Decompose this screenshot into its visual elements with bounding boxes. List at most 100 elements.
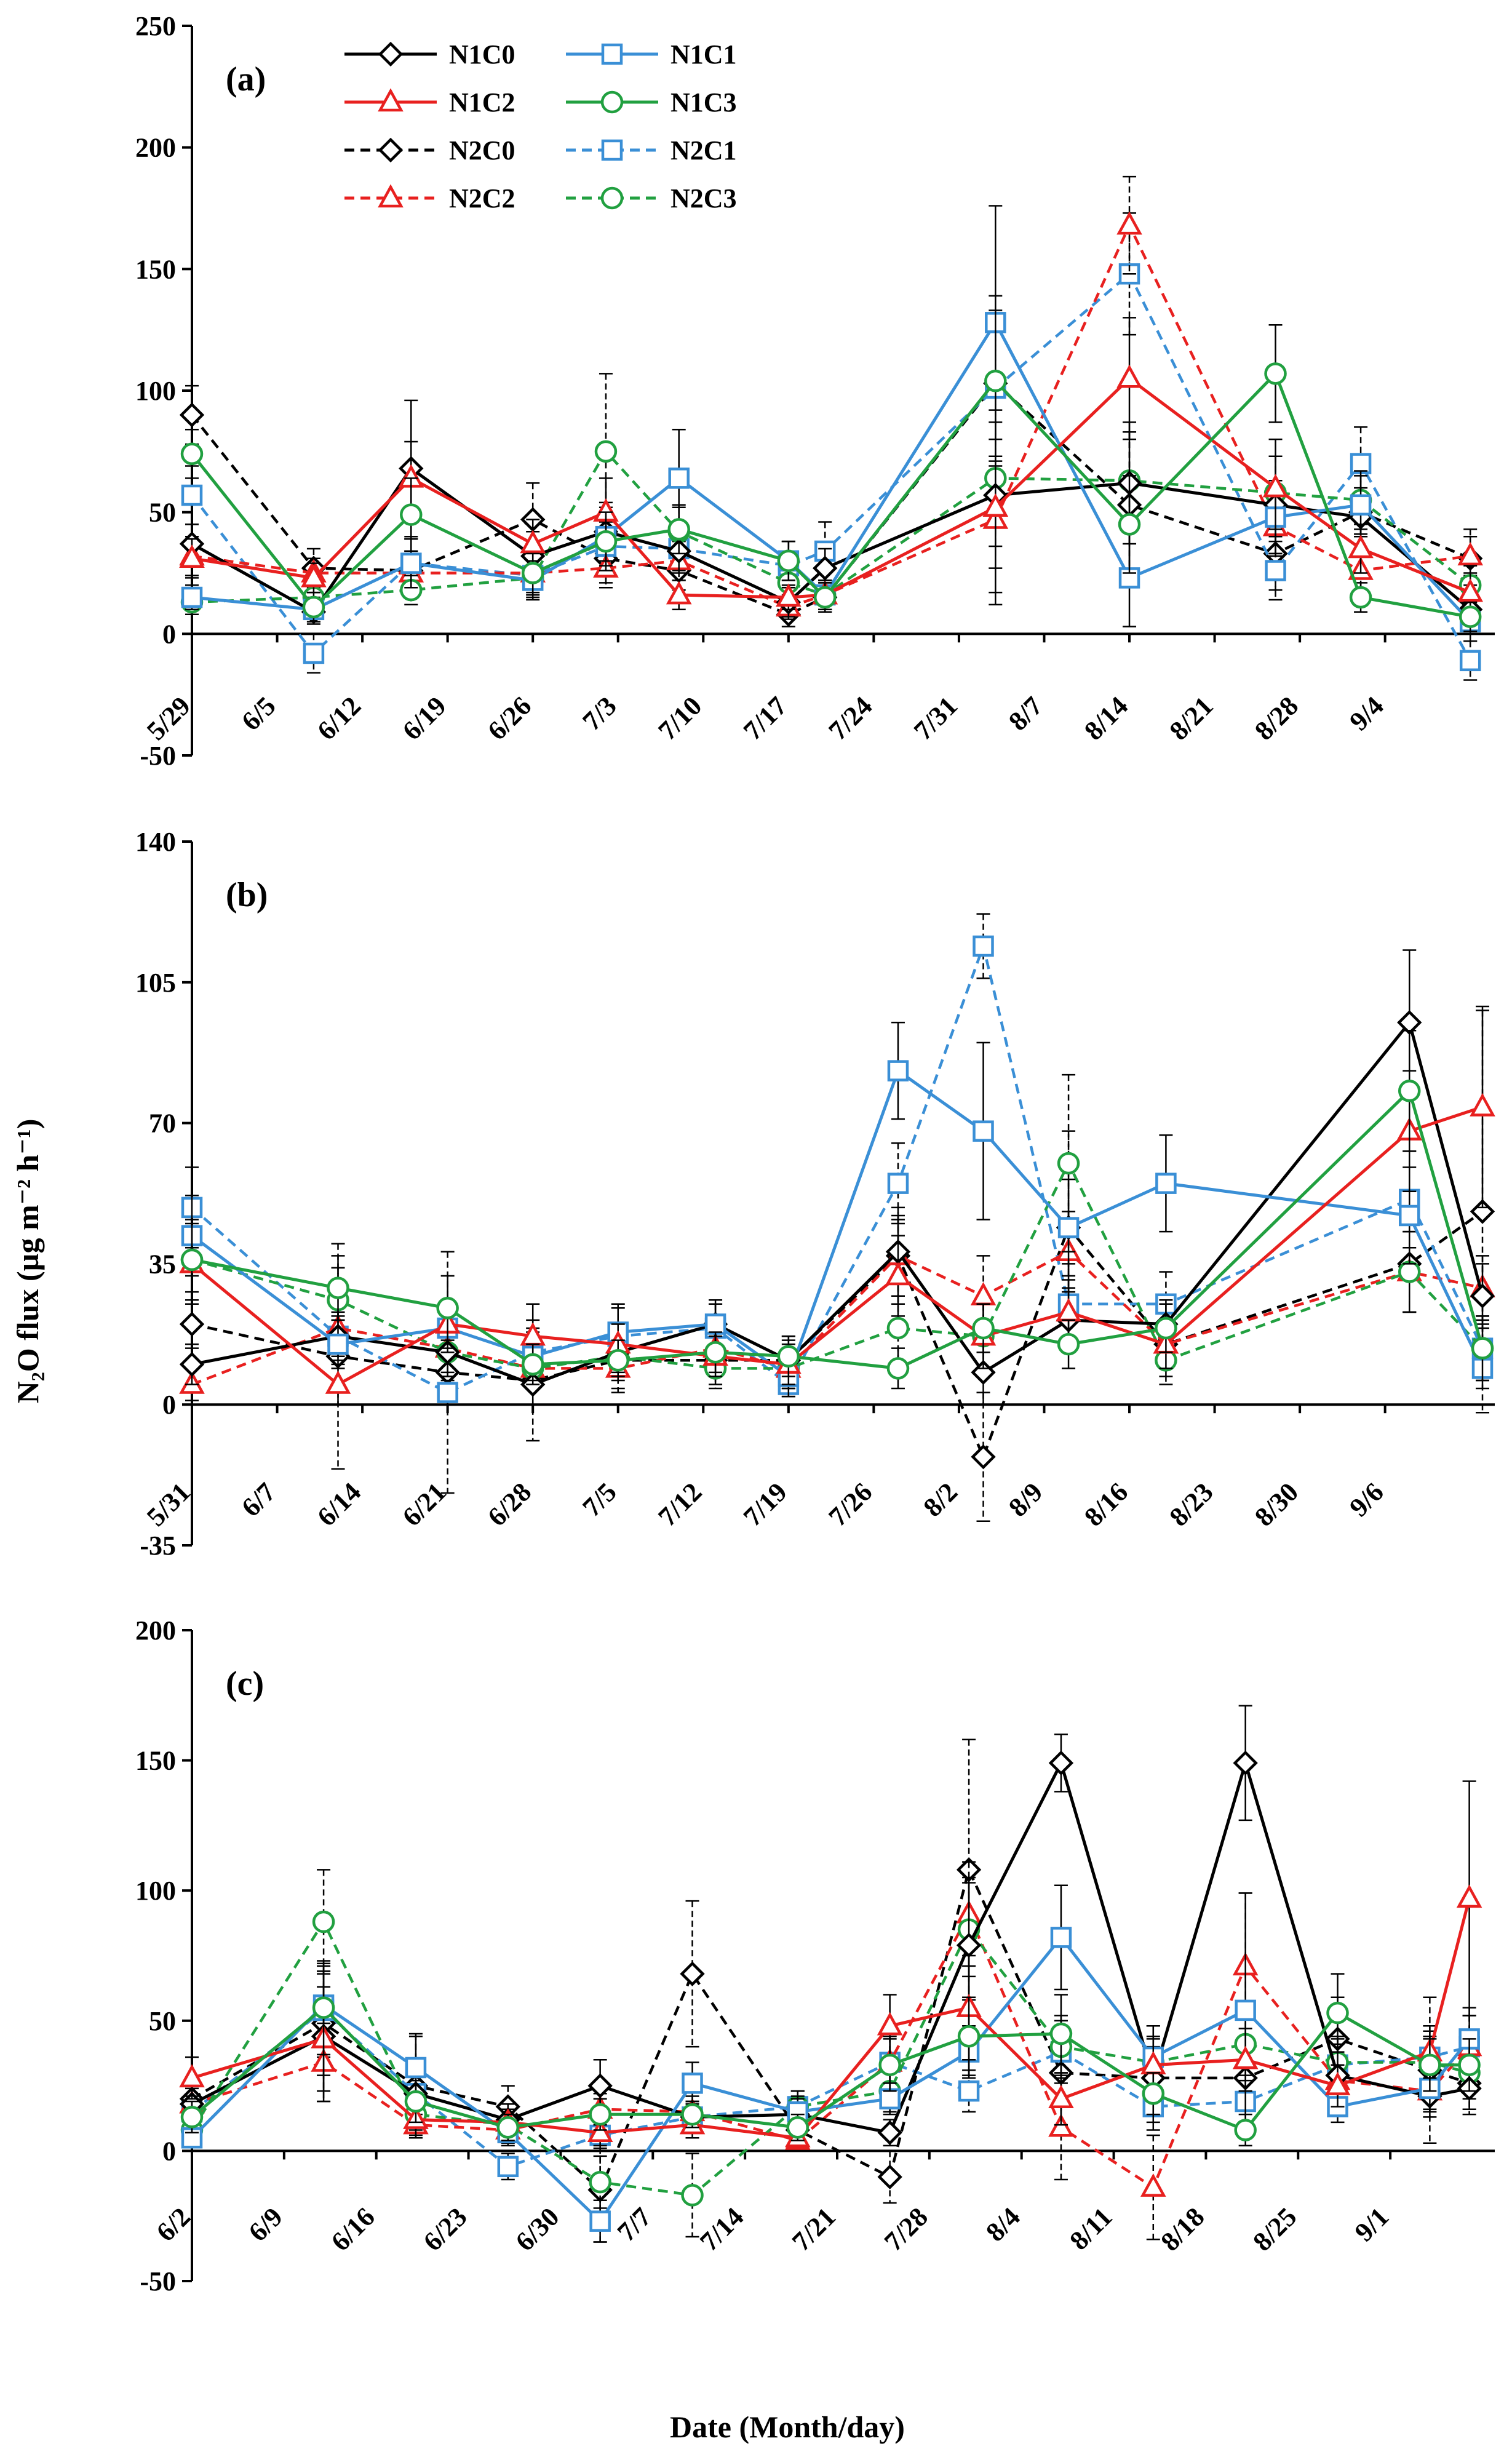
y-tick-label: 200	[135, 133, 176, 163]
legend-label: N1C3	[670, 87, 737, 117]
data-point-marker	[1348, 535, 1374, 559]
data-point-marker	[887, 1060, 909, 1081]
data-point-marker	[1155, 1173, 1177, 1194]
x-tick-label: 8/4	[980, 2202, 1025, 2247]
data-point-marker	[1398, 1080, 1421, 1102]
data-point-marker	[786, 2116, 810, 2139]
data-point-marker	[180, 442, 204, 466]
legend-item-n1c3: N1C3	[566, 87, 737, 117]
legend-marker	[600, 186, 624, 210]
series-line	[191, 1019, 1484, 1387]
data-point-marker	[681, 2103, 704, 2126]
data-point-marker	[1118, 513, 1141, 536]
x-tick-label: 7/28	[878, 2202, 934, 2257]
legend-marker	[601, 43, 623, 65]
data-point-marker	[497, 2156, 519, 2178]
data-point-marker	[777, 1345, 800, 1368]
data-point-marker	[180, 1248, 204, 1272]
data-point-marker	[1456, 1884, 1482, 1908]
data-point-marker	[1116, 211, 1142, 235]
data-point-marker	[681, 2184, 704, 2207]
data-point-marker	[971, 1444, 996, 1470]
y-tick-label: 100	[135, 376, 176, 406]
x-tick-label: 7/3	[576, 691, 622, 736]
data-point-marker	[312, 1910, 335, 1933]
data-point-marker	[327, 1276, 349, 1299]
data-point-marker	[1048, 1750, 1074, 1776]
data-point-marker	[984, 369, 1007, 392]
legend-item-n2c1: N2C1	[566, 135, 737, 165]
data-point-marker	[680, 1961, 705, 1986]
y-tick-label: 150	[135, 254, 176, 284]
data-point-marker	[777, 549, 800, 572]
data-point-marker	[982, 493, 1009, 517]
data-point-marker	[1262, 474, 1289, 498]
data-point-marker	[1232, 2045, 1259, 2069]
data-point-marker	[1470, 1199, 1495, 1224]
x-tick-label: 7/26	[822, 1477, 878, 1532]
legend-marker	[378, 184, 404, 208]
y-tick-label: 100	[135, 1876, 176, 1906]
legend-marker	[600, 90, 624, 114]
data-point-marker	[973, 935, 994, 957]
data-point-marker	[180, 2106, 204, 2128]
legend-item-n1c0: N1C0	[344, 39, 515, 70]
y-tick-label: 140	[135, 827, 176, 857]
data-point-marker	[1057, 1152, 1080, 1175]
x-tick-label: 6/7	[236, 1477, 281, 1523]
x-tick-label: 6/21	[397, 1477, 452, 1532]
legend-item-n2c2: N2C2	[344, 183, 515, 213]
series-line	[191, 1911, 1471, 2190]
data-point-marker	[325, 1370, 351, 1394]
x-tick-label: 8/25	[1247, 2202, 1302, 2257]
data-point-marker	[327, 1333, 349, 1355]
y-tick-label: 0	[162, 1390, 176, 1420]
data-point-marker	[1233, 1750, 1258, 1776]
data-point-marker	[302, 595, 325, 619]
y-axis-title: N₂O flux (µg m⁻² h⁻¹)	[10, 1119, 45, 1404]
data-point-marker	[301, 563, 327, 587]
data-point-marker	[589, 2210, 611, 2232]
data-point-marker	[594, 440, 618, 463]
x-tick-label: 8/9	[1003, 1477, 1048, 1523]
y-tick-label: 250	[135, 11, 176, 41]
x-tick-label: 8/21	[1164, 691, 1219, 746]
x-tick-label: 6/28	[482, 1477, 537, 1532]
data-point-marker	[1470, 1093, 1495, 1117]
y-tick-label: 200	[135, 1615, 176, 1646]
data-point-marker	[405, 2057, 427, 2079]
legend-label: N1C0	[449, 39, 515, 70]
data-point-marker	[972, 1316, 995, 1340]
data-point-marker	[1235, 1999, 1256, 2021]
panel-letter: (b)	[226, 876, 268, 914]
data-point-marker	[887, 1173, 909, 1194]
data-point-marker	[1457, 578, 1484, 602]
data-point-marker	[1057, 1217, 1080, 1238]
data-point-marker	[181, 586, 203, 608]
data-point-marker	[437, 1382, 458, 1403]
data-point-marker	[607, 1349, 629, 1372]
panel-a: -50 0 50 100 150 200 250 5/29 6/5 6/12 6/19 6/26 7/3…	[135, 11, 1495, 771]
series-n2c0	[179, 1009, 1495, 1523]
x-tick-label: 6/19	[397, 691, 452, 746]
data-point-marker	[1265, 560, 1286, 581]
data-point-marker	[1459, 650, 1481, 672]
chart-panels: -50 0 50 100 150 200 250 5/29 6/5 6/12 6/19 6/26 7/3…	[135, 11, 1495, 2296]
legend-item-n1c2: N1C2	[344, 87, 515, 117]
data-point-marker	[1142, 2082, 1165, 2105]
data-point-marker	[885, 1262, 911, 1286]
legend-label: N1C2	[449, 87, 515, 117]
data-point-marker	[1349, 586, 1372, 609]
data-point-marker	[668, 468, 690, 489]
data-point-marker	[971, 1360, 996, 1385]
panel-letter: (a)	[226, 60, 266, 98]
x-tick-label: 7/19	[738, 1477, 793, 1532]
data-point-marker	[496, 2116, 520, 2139]
series-line	[191, 1935, 1471, 2224]
data-point-marker	[704, 1340, 727, 1364]
legend-item-n2c0: N2C0	[344, 135, 515, 165]
x-tick-label: 9/6	[1343, 1477, 1389, 1523]
y-tick-label: -50	[140, 2266, 176, 2296]
panel-letter: (c)	[226, 1665, 264, 1703]
data-point-marker	[667, 518, 690, 541]
